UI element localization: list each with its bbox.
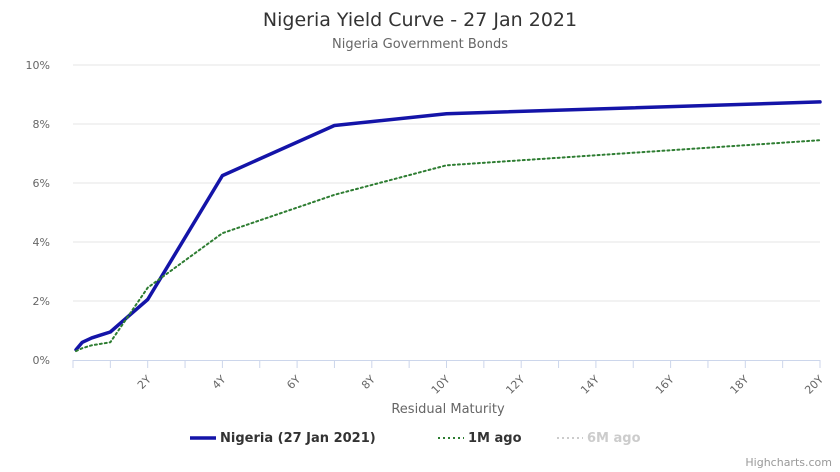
y-tick-label: 6% — [33, 177, 50, 190]
series-line-2[interactable] — [75, 139, 821, 353]
x-tick-label: 6Y — [284, 373, 303, 392]
x-tick-label: 14Y — [578, 373, 602, 397]
x-tick-label: 2Y — [135, 373, 154, 392]
chart-subtitle: Nigeria Government Bonds — [332, 37, 508, 52]
legend: Nigeria (27 Jan 2021) 1M ago 6M ago — [190, 431, 641, 446]
x-tick-label: 12Y — [503, 373, 527, 397]
grid-lines — [73, 64, 820, 302]
legend-label: 6M ago — [587, 431, 641, 446]
legend-item-2[interactable]: 1M ago — [438, 431, 522, 446]
legend-label: 1M ago — [468, 431, 522, 446]
credits-link[interactable]: Highcharts.com — [745, 456, 832, 469]
x-tick-label: 20Y — [802, 373, 826, 397]
x-tick-label: 10Y — [429, 373, 453, 397]
legend-label: Nigeria (27 Jan 2021) — [220, 431, 376, 446]
series-line-1[interactable] — [74, 100, 822, 352]
y-tick-label: 8% — [33, 118, 50, 131]
legend-item-3[interactable]: 6M ago — [557, 431, 641, 446]
series-lines — [74, 100, 822, 353]
x-tick-label: 18Y — [728, 373, 752, 397]
x-tick-label: 4Y — [210, 373, 229, 392]
x-axis-ticks: 2Y 4Y 6Y 8Y 10Y 12Y 14Y 16Y 18Y 20Y — [72, 360, 826, 397]
y-tick-label: 10% — [26, 59, 50, 72]
y-tick-label: 4% — [33, 236, 50, 249]
x-tick-label: 16Y — [653, 373, 677, 397]
legend-item-1[interactable]: Nigeria (27 Jan 2021) — [190, 431, 376, 446]
y-tick-label: 0% — [33, 354, 50, 367]
x-axis-title: Residual Maturity — [391, 402, 505, 417]
y-axis-ticks: 0% 2% 4% 6% 8% 10% — [26, 59, 50, 367]
x-tick-label: 8Y — [359, 373, 378, 392]
chart-title: Nigeria Yield Curve - 27 Jan 2021 — [263, 9, 577, 31]
y-tick-label: 2% — [33, 295, 50, 308]
